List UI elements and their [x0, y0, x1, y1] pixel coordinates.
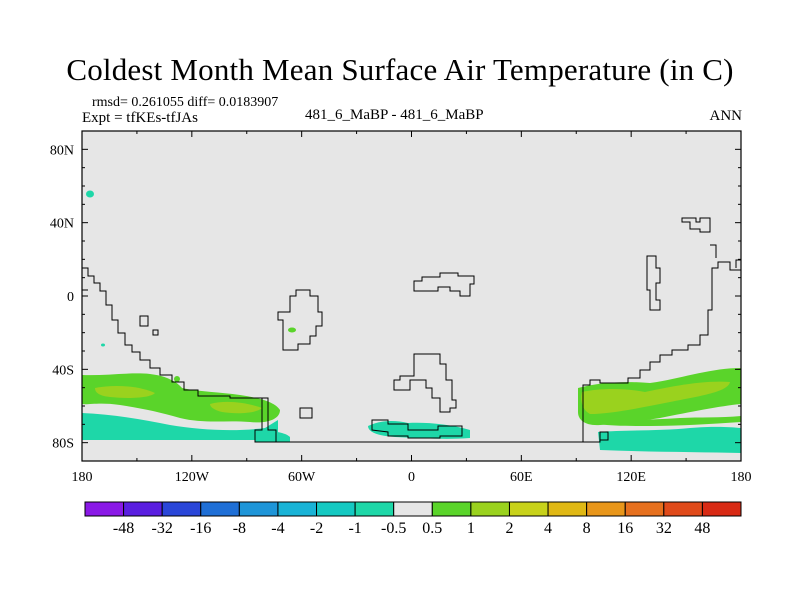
period-label: ANN	[709, 108, 743, 124]
fill-region-yellow-west-2	[210, 401, 262, 414]
fill-region-green-south-strip	[600, 416, 741, 426]
colorbar-swatch	[161, 501, 202, 517]
colorbar-swatch	[431, 501, 472, 517]
coastline-small-island-3	[299, 407, 313, 419]
colorbar-label: 2	[505, 520, 513, 537]
colorbar-swatch	[701, 501, 742, 517]
lon-tick-label: 60W	[288, 470, 316, 485]
colorbar-swatch	[586, 501, 626, 517]
colorbar-label: 8	[583, 520, 591, 537]
colorbar-label: -1	[348, 520, 361, 537]
coastline-india-strip	[710, 244, 717, 258]
coastline-peninsula	[646, 255, 661, 311]
fill-spot-cyan-arctic	[86, 190, 94, 198]
coastline-small-island-1	[139, 315, 149, 327]
colorbar-swatch	[123, 501, 163, 517]
colorbar-swatch	[508, 501, 549, 517]
colorbar-label: -0.5	[381, 520, 406, 537]
colorbar-swatch	[547, 501, 588, 517]
colorbar-swatch	[624, 501, 665, 517]
colorbar-label: -48	[113, 520, 134, 537]
coastlines	[82, 217, 741, 443]
lat-tick-label: 80N	[50, 143, 74, 158]
coastline-south-continent	[393, 353, 457, 413]
colorbar-swatch	[316, 501, 356, 517]
colorbar-label: -32	[152, 520, 173, 537]
fill-region-cyan-antarctic-east	[598, 426, 741, 453]
colorbar-label: 1	[467, 520, 475, 537]
colorbar-label: 32	[656, 520, 672, 537]
colorbar-label: 4	[544, 520, 552, 537]
fill-spot-green-pacific	[174, 376, 180, 382]
colorbar-swatch	[354, 501, 395, 517]
lon-tick-label: 0	[408, 470, 415, 485]
fill-region-yellow-west	[95, 385, 155, 398]
lon-tick-label: 180	[72, 470, 93, 485]
longitude-axis: 180 120W 60W 0 60E 120E 180	[72, 131, 752, 485]
coastline-east-upper	[735, 259, 741, 268]
colorbar-swatch	[200, 501, 240, 517]
coastline-antarctica	[262, 397, 609, 443]
colorbar-swatch	[663, 501, 703, 517]
colorbar: -48 -32 -16 -8 -4 -2 -1 -0.5 0.5 1 2 4 8 16 32 48	[84, 501, 742, 537]
lon-tick-label: 180	[731, 470, 752, 485]
colorbar-label: -16	[190, 520, 211, 537]
coastline-africa	[277, 289, 323, 351]
colorbar-swatch	[84, 501, 125, 517]
colorbar-swatch	[238, 501, 279, 517]
coastline-weddell	[371, 419, 463, 439]
experiment-label: Expt = tfKEs-tfJAs	[82, 110, 198, 126]
colorbar-label: 16	[617, 520, 633, 537]
colorbar-label: -4	[271, 520, 284, 537]
fill-spot-cyan-pacific	[101, 343, 105, 347]
lon-tick-label: 60E	[510, 470, 533, 485]
coastline-island-ne	[681, 217, 711, 233]
fill-region-southern-ocean-cyan-west	[82, 413, 278, 440]
colorbar-swatch	[277, 501, 318, 517]
lat-tick-label: 0	[67, 290, 74, 305]
lat-tick-label: 80S	[52, 437, 74, 452]
field-fills	[82, 190, 741, 453]
colorbar-swatch	[393, 501, 433, 517]
coastline-small-island-2	[152, 329, 159, 336]
fill-spot-green-atlantic	[288, 327, 296, 333]
stats-label: rmsd= 0.261055 diff= 0.0183907	[92, 95, 279, 110]
fill-region-yellow-east	[581, 381, 730, 414]
lat-tick-label: 40S	[52, 363, 74, 378]
colorbar-label: -2	[310, 520, 323, 537]
lon-tick-label: 120W	[175, 470, 210, 485]
colorbar-label: 0.5	[422, 520, 442, 537]
chart-title: Coldest Month Mean Surface Air Temperatu…	[66, 52, 734, 87]
coastline-east-continent	[582, 261, 741, 442]
colorbar-label: -8	[233, 520, 246, 537]
latitude-axis: 80N 40N 0 40S 80S	[50, 130, 741, 462]
comparison-label: 481_6_MaBP - 481_6_MaBP	[305, 107, 484, 123]
coastline-west-continent	[82, 267, 290, 443]
colorbar-swatch	[470, 501, 510, 517]
fill-region-cyan-antarctic-west	[255, 431, 290, 442]
colorbar-label: 48	[694, 520, 710, 537]
coastline-island-north	[413, 272, 475, 297]
lat-tick-label: 40N	[50, 217, 74, 232]
lon-tick-label: 120E	[616, 470, 646, 485]
